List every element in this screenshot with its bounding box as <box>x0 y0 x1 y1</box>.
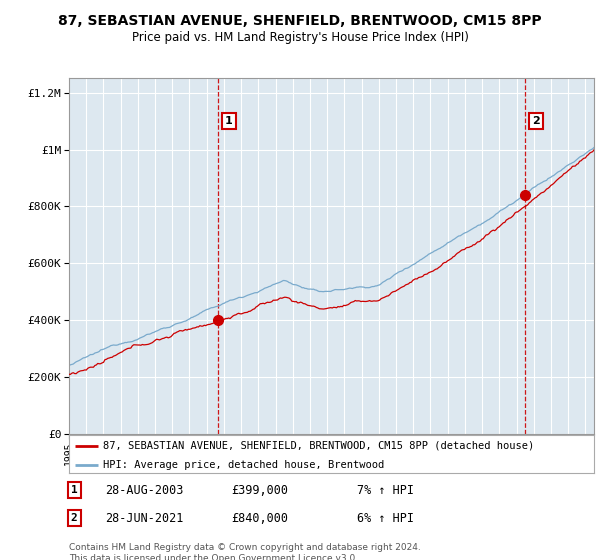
Text: HPI: Average price, detached house, Brentwood: HPI: Average price, detached house, Bren… <box>103 460 385 470</box>
Text: 87, SEBASTIAN AVENUE, SHENFIELD, BRENTWOOD, CM15 8PP: 87, SEBASTIAN AVENUE, SHENFIELD, BRENTWO… <box>58 14 542 28</box>
Text: 28-AUG-2003: 28-AUG-2003 <box>105 483 184 497</box>
Text: Price paid vs. HM Land Registry's House Price Index (HPI): Price paid vs. HM Land Registry's House … <box>131 31 469 44</box>
Text: 1: 1 <box>71 485 77 495</box>
Text: Contains HM Land Registry data © Crown copyright and database right 2024.
This d: Contains HM Land Registry data © Crown c… <box>69 543 421 560</box>
Text: 2: 2 <box>71 513 77 523</box>
Text: 87, SEBASTIAN AVENUE, SHENFIELD, BRENTWOOD, CM15 8PP (detached house): 87, SEBASTIAN AVENUE, SHENFIELD, BRENTWO… <box>103 441 535 451</box>
Text: 1: 1 <box>225 116 233 126</box>
Text: 2: 2 <box>532 116 540 126</box>
Text: £399,000: £399,000 <box>231 483 288 497</box>
Text: 7% ↑ HPI: 7% ↑ HPI <box>357 483 414 497</box>
Text: £840,000: £840,000 <box>231 511 288 525</box>
Text: 28-JUN-2021: 28-JUN-2021 <box>105 511 184 525</box>
Text: 6% ↑ HPI: 6% ↑ HPI <box>357 511 414 525</box>
